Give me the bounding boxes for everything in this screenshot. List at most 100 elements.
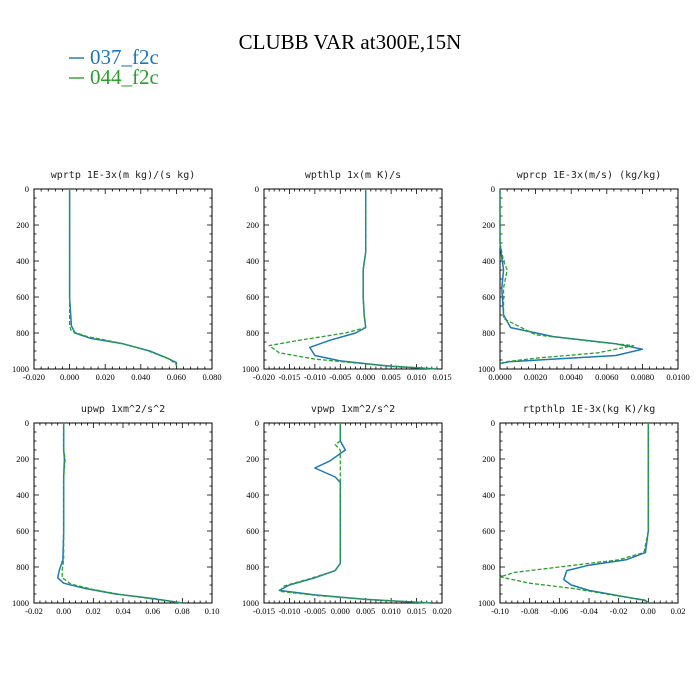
y-tick-label: 1000 xyxy=(478,364,495,374)
series-line-037_f2c xyxy=(309,189,437,370)
panel-title: rtpthlp 1E-3x(kg K)/kg xyxy=(523,404,655,415)
plot-frame xyxy=(263,188,443,370)
y-tick-label: 0 xyxy=(255,184,259,194)
y-tick-label: 200 xyxy=(16,454,29,464)
plot-frame xyxy=(499,422,679,604)
x-tick-label: 0.02 xyxy=(86,606,101,616)
x-tick-label: 0.02 xyxy=(671,606,686,616)
panel-title: wprtp 1E-3x(m kg)/(s kg) xyxy=(51,170,196,181)
x-tick-label: 0.005 xyxy=(356,606,375,616)
x-tick-label: 0.0060 xyxy=(595,372,618,382)
y-tick-label: 400 xyxy=(246,490,259,500)
y-tick-label: 600 xyxy=(16,292,29,302)
panel-title: vpwp 1xm^2/s^2 xyxy=(311,404,395,415)
x-tick-label: 0.000 xyxy=(60,372,79,382)
y-tick-label: 600 xyxy=(482,526,495,536)
y-tick-label: 400 xyxy=(482,490,495,500)
legend-label-037_f2c: 037_f2c xyxy=(90,45,159,69)
panels: wprtp 1E-3x(m kg)/(s kg)-0.020 0.000 0.020… xyxy=(12,170,690,616)
x-tick-label: 0.08 xyxy=(175,606,190,616)
x-tick-label: 0.10 xyxy=(205,606,220,616)
series-line-037_f2c xyxy=(563,423,650,604)
x-tick-label: -0.015 xyxy=(253,606,275,616)
x-tick-label: 0.0040 xyxy=(560,372,583,382)
series-line-037_f2c xyxy=(278,423,432,604)
x-tick-label: 0.000 xyxy=(356,372,375,382)
y-tick-label: 400 xyxy=(16,490,29,500)
y-tick-label: 0 xyxy=(25,418,29,428)
series-line-044_f2c xyxy=(61,423,183,604)
series-line-037_f2c xyxy=(499,189,644,365)
y-tick-label: 600 xyxy=(246,526,259,536)
x-tick-label: -0.04 xyxy=(580,606,598,616)
x-tick-label: 0.00 xyxy=(56,606,71,616)
x-tick-label: 0.060 xyxy=(167,372,186,382)
y-tick-label: 200 xyxy=(482,454,495,464)
x-tick-label: 0.0000 xyxy=(488,372,511,382)
x-tick-label: 0.020 xyxy=(96,372,115,382)
y-tick-label: 800 xyxy=(16,562,29,572)
plot-frame xyxy=(499,188,679,370)
series-line-037_f2c xyxy=(56,423,183,604)
panel-title: wprcp 1E-3x(m/s) (kg/kg) xyxy=(517,170,662,181)
plot-frame xyxy=(263,422,443,604)
series-line-044_f2c xyxy=(499,189,635,365)
y-tick-label: 0 xyxy=(491,418,495,428)
y-tick-label: 1000 xyxy=(478,598,495,608)
panel-title: wpthlp 1x(m K)/s xyxy=(305,170,401,181)
x-tick-label: 0.040 xyxy=(131,372,150,382)
panel-4: upwp 1xm^2/s^2 -0.02 0.00 0.02 0.04 0.06 0.08 0… xyxy=(12,404,219,616)
panel-6: rtpthlp 1E-3x(kg K)/kg -0.10 -0.08 -0.06 -0.… xyxy=(478,404,685,616)
series-line-044_f2c xyxy=(268,189,437,370)
y-tick-label: 1000 xyxy=(12,364,29,374)
y-tick-label: 0 xyxy=(491,184,495,194)
x-tick-label: -0.10 xyxy=(491,606,509,616)
y-tick-label: 800 xyxy=(246,562,259,572)
panel-1: wprtp 1E-3x(m kg)/(s kg) -0.020 0.000 0.020… xyxy=(12,170,222,382)
x-tick-label: 0.010 xyxy=(382,606,401,616)
panel-title: upwp 1xm^2/s^2 xyxy=(81,404,165,415)
y-tick-label: 0 xyxy=(25,184,29,194)
y-tick-label: 800 xyxy=(482,562,495,572)
panel-3: wprcp 1E-3x(m/s) (kg/kg) 0.0000 0.0020 0.00… xyxy=(478,170,690,382)
x-tick-label: 0.015 xyxy=(407,606,426,616)
x-tick-label: 0.000 xyxy=(331,606,350,616)
series-line-037_f2c xyxy=(68,189,178,366)
y-tick-label: 1000 xyxy=(242,598,259,608)
y-tick-label: 1000 xyxy=(242,364,259,374)
x-tick-label: 0.0100 xyxy=(666,372,689,382)
x-tick-label: -0.005 xyxy=(329,372,351,382)
y-tick-label: 400 xyxy=(482,256,495,266)
figure-title: CLUBB VAR at300E,15N xyxy=(239,30,462,54)
x-tick-label: -0.020 xyxy=(253,372,275,382)
x-tick-label: 0.015 xyxy=(432,372,451,382)
x-tick-label: 0.04 xyxy=(116,606,132,616)
x-tick-label: 0.010 xyxy=(407,372,426,382)
y-tick-label: 200 xyxy=(246,454,259,464)
y-tick-label: 1000 xyxy=(12,598,29,608)
legend-label-044_f2c: 044_f2c xyxy=(90,65,159,89)
y-tick-label: 600 xyxy=(16,526,29,536)
x-tick-label: 0.00 xyxy=(641,606,656,616)
x-tick-label: -0.010 xyxy=(278,606,300,616)
x-tick-label: -0.010 xyxy=(304,372,326,382)
y-tick-label: 0 xyxy=(255,418,259,428)
y-tick-label: 600 xyxy=(246,292,259,302)
x-tick-label: -0.08 xyxy=(521,606,539,616)
x-tick-label: -0.005 xyxy=(304,606,326,616)
series-line-044_f2c xyxy=(278,423,432,604)
y-tick-label: 600 xyxy=(482,292,495,302)
panel-5: vpwp 1xm^2/s^2 -0.015 -0.010 -0.005 0.000 0.0… xyxy=(242,404,452,616)
x-tick-label: 0.005 xyxy=(382,372,401,382)
x-tick-label: -0.02 xyxy=(610,606,628,616)
y-tick-label: 800 xyxy=(246,328,259,338)
plot-frame xyxy=(33,188,213,370)
y-tick-label: 200 xyxy=(16,220,29,230)
x-tick-label: -0.02 xyxy=(25,606,43,616)
y-tick-label: 400 xyxy=(246,256,259,266)
panel-2: wpthlp 1x(m K)/s -0.020 -0.015 -0.010 -0.005… xyxy=(242,170,452,382)
x-tick-label: 0.080 xyxy=(202,372,221,382)
x-tick-label: -0.06 xyxy=(550,606,568,616)
y-tick-label: 400 xyxy=(16,256,29,266)
